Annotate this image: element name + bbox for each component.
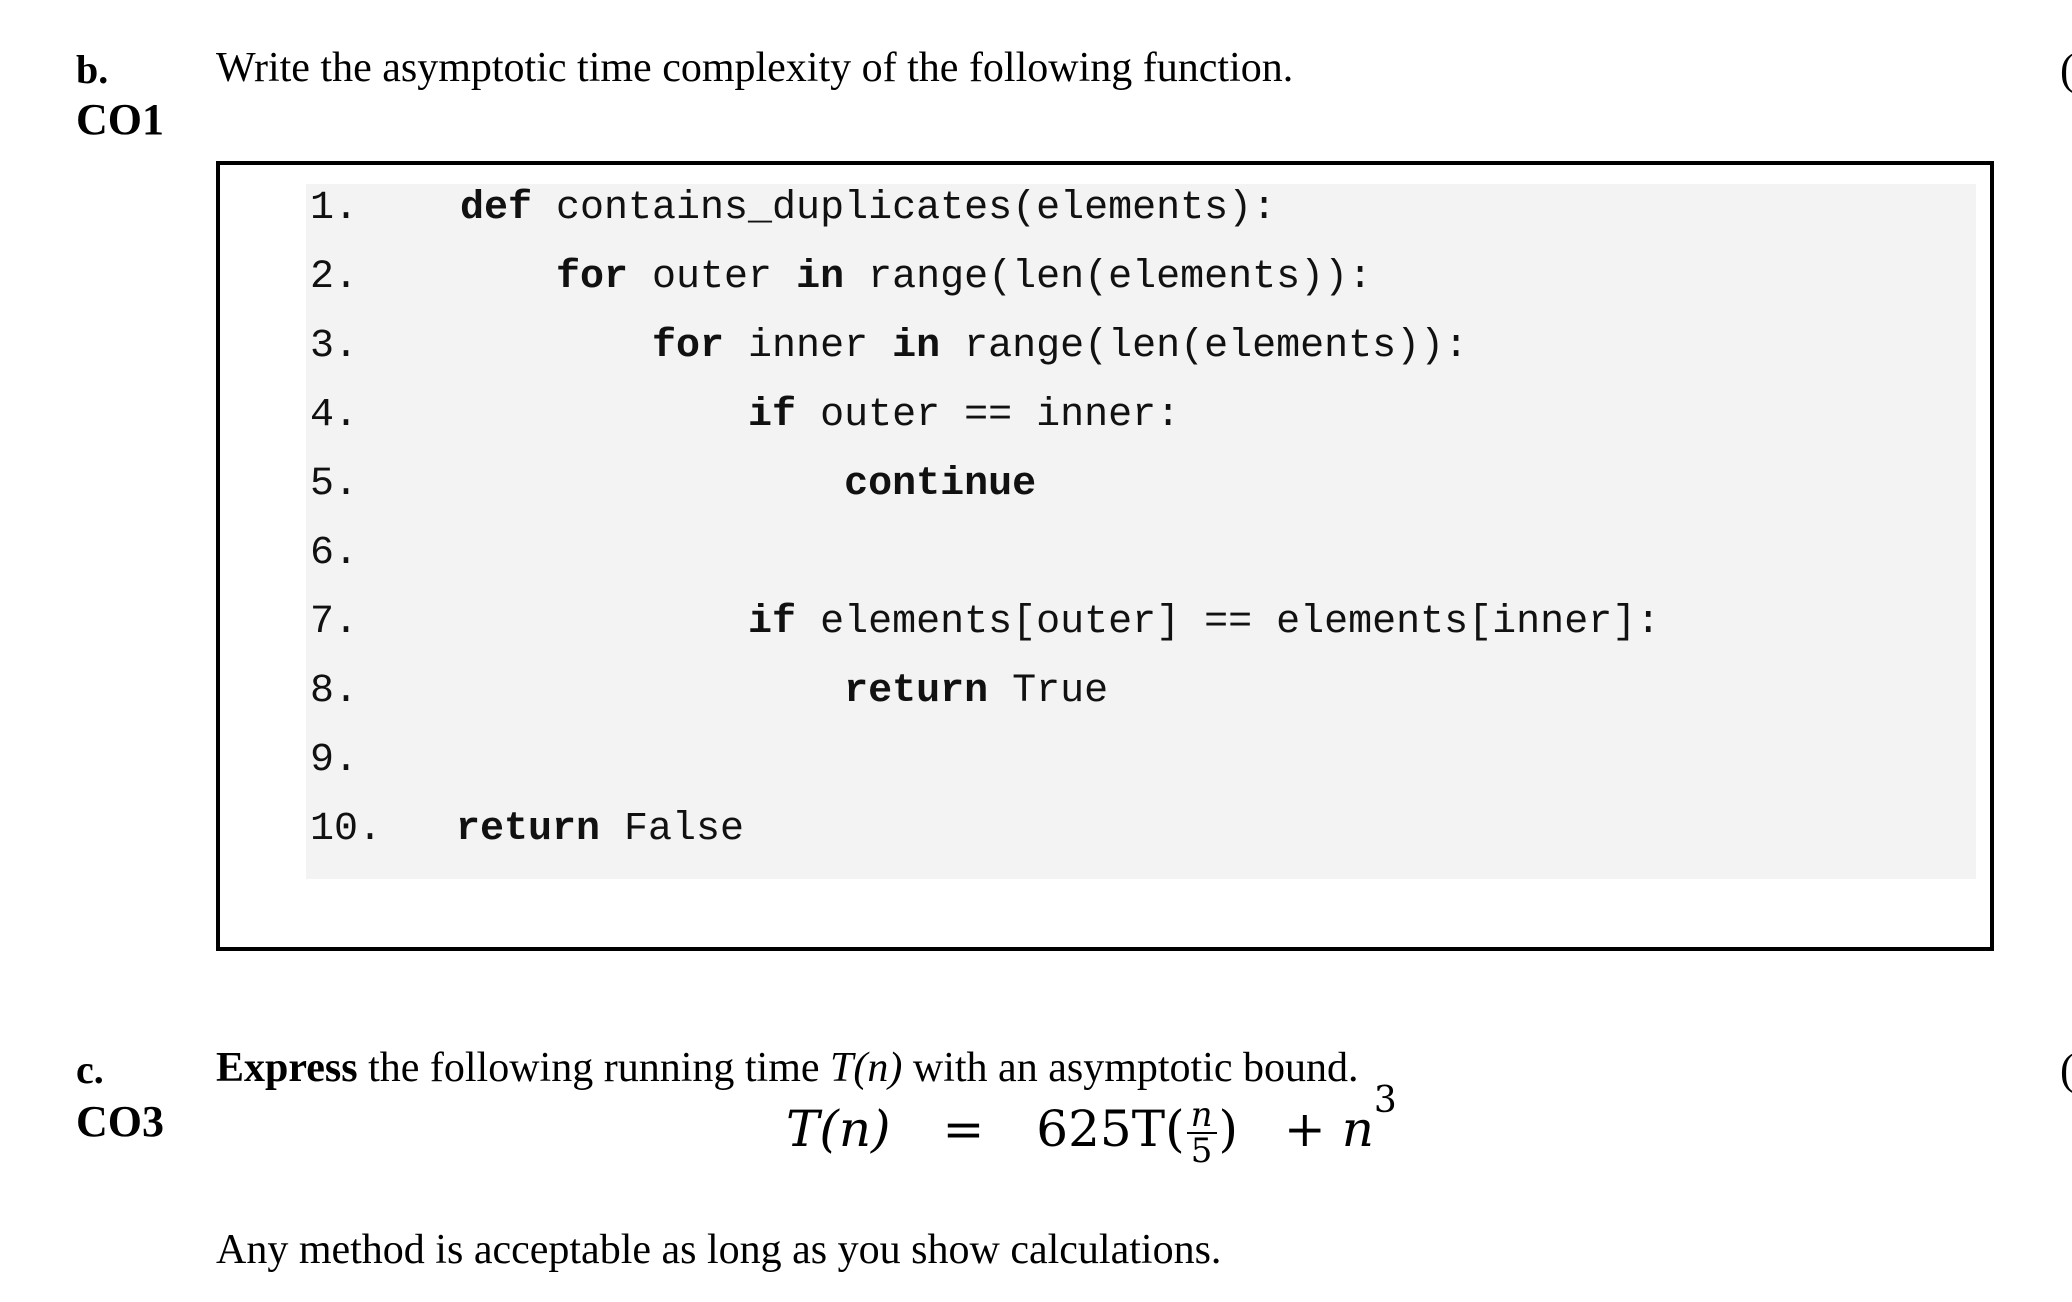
fraction-denominator: 5 bbox=[1190, 1131, 1213, 1171]
code-text: range(len(elements)): bbox=[940, 324, 1469, 369]
code-text: outer bbox=[628, 255, 797, 300]
question-c-prompt-bold: Express bbox=[216, 1045, 358, 1091]
question-c-prompt-text-1: the following running time bbox=[357, 1045, 831, 1091]
code-line-number: 5. bbox=[310, 462, 359, 507]
code-keyword: for bbox=[652, 324, 725, 369]
code-line-number: 2. bbox=[310, 255, 359, 300]
fraction-numerator: n bbox=[1186, 1098, 1217, 1134]
code-text: False bbox=[600, 807, 745, 852]
code-indent bbox=[460, 324, 652, 369]
recurrence-equation: T(n) = 625T(n 5) + n3 bbox=[786, 1080, 1397, 1171]
code-text: inner bbox=[724, 324, 893, 369]
code-keyword: continue bbox=[844, 462, 1037, 507]
code-text: contains_duplicates(elements): bbox=[532, 186, 1277, 231]
code-line: 9. bbox=[310, 738, 460, 783]
question-b-letter: b. bbox=[76, 47, 109, 92]
equation-lhs: T(n) bbox=[786, 1100, 891, 1158]
code-keyword: def bbox=[460, 186, 533, 231]
code-line: 4. if outer == inner: bbox=[310, 393, 1180, 438]
code-line-number: 7. bbox=[310, 600, 359, 645]
code-indent bbox=[460, 669, 844, 714]
code-line-number: 3. bbox=[310, 324, 359, 369]
question-c-margin-mark: ( bbox=[2060, 1044, 2072, 1095]
code-line: 10. return False bbox=[310, 807, 744, 852]
code-keyword: for bbox=[556, 255, 629, 300]
code-line: 7. if elements[outer] == elements[inner]… bbox=[310, 600, 1660, 645]
code-keyword: in bbox=[796, 255, 845, 300]
question-c-prompt: Express the following running time T(n) … bbox=[216, 1044, 1359, 1092]
code-background bbox=[306, 184, 1976, 879]
code-text: True bbox=[988, 669, 1109, 714]
code-line-number: 1. bbox=[310, 186, 359, 231]
equation-coefficient: 625T( bbox=[1036, 1100, 1185, 1158]
question-c-note: Any method is acceptable as long as you … bbox=[216, 1227, 1222, 1273]
code-indent bbox=[460, 255, 556, 300]
question-b-prompt: Write the asymptotic time complexity of … bbox=[216, 45, 1294, 91]
question-c-co-label: CO3 bbox=[76, 1097, 164, 1146]
question-c-prompt-math: T(n) bbox=[830, 1045, 903, 1091]
code-indent bbox=[460, 600, 748, 645]
code-keyword: if bbox=[748, 600, 797, 645]
code-keyword: if bbox=[748, 393, 797, 438]
question-b-margin-mark: ( bbox=[2060, 44, 2072, 95]
code-line: 2. for outer in range(len(elements)): bbox=[310, 255, 1372, 300]
code-line-number: 6. bbox=[310, 531, 359, 576]
code-text: elements[outer] == elements[inner]: bbox=[796, 600, 1661, 645]
equation-close-paren: ) bbox=[1218, 1100, 1239, 1158]
code-line-number: 9. bbox=[310, 738, 359, 783]
code-keyword: in bbox=[892, 324, 941, 369]
code-text: outer == inner: bbox=[796, 393, 1181, 438]
code-line: 6. bbox=[310, 531, 460, 576]
code-text: range(len(elements)): bbox=[844, 255, 1373, 300]
code-line-number: 4. bbox=[310, 393, 359, 438]
code-line: 8. return True bbox=[310, 669, 1108, 714]
code-line: 1. def contains_duplicates(elements): bbox=[310, 186, 1276, 231]
code-line-number: 8. bbox=[310, 669, 359, 714]
code-line: 3. for inner in range(len(elements)): bbox=[310, 324, 1468, 369]
equation-equals: = bbox=[942, 1100, 985, 1158]
question-c-prompt-text-2: with an asymptotic bound. bbox=[902, 1045, 1359, 1091]
equation-exponent: 3 bbox=[1373, 1080, 1397, 1121]
code-keyword: return bbox=[456, 807, 601, 852]
question-c-letter: c. bbox=[76, 1047, 104, 1092]
code-line-number: 10. bbox=[310, 807, 383, 852]
code-indent bbox=[460, 462, 844, 507]
equation-plus-term: + n bbox=[1283, 1100, 1374, 1158]
code-indent bbox=[460, 393, 748, 438]
code-keyword: return bbox=[844, 669, 989, 714]
question-b-co-label: CO1 bbox=[76, 95, 164, 144]
code-line: 5. continue bbox=[310, 462, 1036, 507]
